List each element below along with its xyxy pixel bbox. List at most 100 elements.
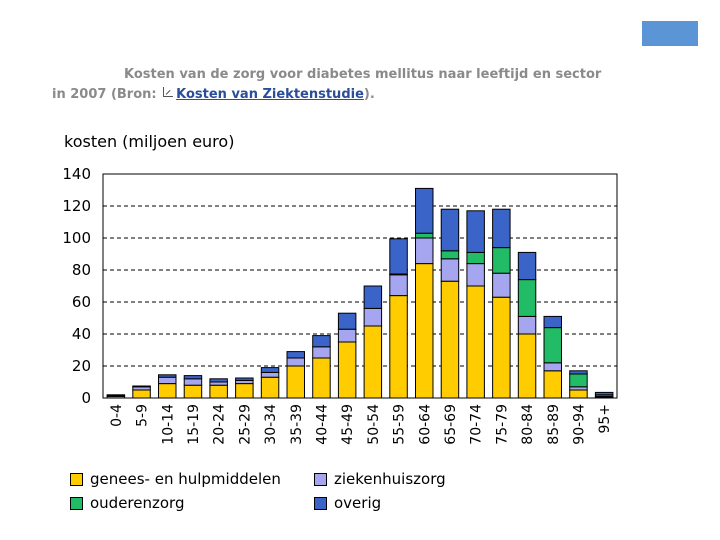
bar-90-94-overig xyxy=(569,370,588,375)
bar-80-84-ziekenhuis xyxy=(517,315,537,335)
x-tick-label-0-4: 0-4 xyxy=(109,404,125,427)
caption-line-2-prefix: in 2007 (Bron: xyxy=(52,87,157,102)
legend-label-ouderen: ouderenzorg xyxy=(90,494,185,512)
bar-15-19-overig xyxy=(183,375,203,380)
bar-30-34-genees xyxy=(260,376,280,399)
x-tick-label-15-19: 15-19 xyxy=(186,404,202,445)
bar-45-49-overig xyxy=(337,312,357,330)
bar-80-84-overig xyxy=(517,251,537,281)
bar-20-24-overig xyxy=(209,378,228,383)
bar-50-54-genees xyxy=(363,325,383,399)
bar-70-74-overig xyxy=(466,210,485,253)
x-tick-label-95+: 95+ xyxy=(597,404,613,434)
x-tick-label-40-44: 40-44 xyxy=(314,404,330,445)
source-link[interactable]: Kosten van Ziektenstudie xyxy=(176,87,364,102)
caption-line-1: Kosten van de zorg voor diabetes mellitu… xyxy=(124,67,602,82)
bar-75-79-genees xyxy=(492,296,511,399)
bar-60-64-genees xyxy=(415,263,434,399)
bar-30-34-overig xyxy=(260,367,280,373)
bar-50-54-overig xyxy=(363,285,383,309)
legend-label-ziekenhuis: ziekenhuiszorg xyxy=(334,470,446,488)
bar-80-84-ouderen xyxy=(517,279,537,317)
bar-45-49-genees xyxy=(337,341,357,399)
legend-swatch-overig xyxy=(314,496,327,510)
bar-85-89-ouderen xyxy=(543,327,562,364)
x-tick-label-90-94: 90-94 xyxy=(571,404,587,445)
legend-swatch-ziekenhuis xyxy=(314,472,327,486)
bar-15-19-genees xyxy=(183,384,203,399)
y-tick-label-140: 140 xyxy=(62,165,91,183)
x-tick-label-80-84: 80-84 xyxy=(520,404,536,445)
bar-55-59-ziekenhuis xyxy=(389,274,408,297)
bar-65-69-overig xyxy=(440,208,460,252)
bar-35-39-overig xyxy=(286,351,305,359)
bar-85-89-genees xyxy=(543,370,562,399)
x-tick-label-35-39: 35-39 xyxy=(289,404,305,445)
legend-item-overig: overig xyxy=(314,494,381,512)
x-tick-label-30-34: 30-34 xyxy=(263,404,279,445)
bar-70-74-ouderen xyxy=(466,251,485,265)
x-tick-label-20-24: 20-24 xyxy=(212,404,228,445)
y-axis-label: kosten (miljoen euro) xyxy=(64,132,235,151)
bar-40-44-overig xyxy=(312,335,331,348)
legend-label-genees: genees- en hulpmiddelen xyxy=(90,470,281,488)
y-tick-label-80: 80 xyxy=(72,261,91,279)
x-tick-label-25-29: 25-29 xyxy=(237,404,253,445)
legend-swatch-ouderen xyxy=(70,496,83,510)
bar-40-44-ziekenhuis xyxy=(312,346,331,359)
bar-55-59-genees xyxy=(389,295,408,399)
x-tick-label-75-79: 75-79 xyxy=(494,404,510,445)
x-tick-label-55-59: 55-59 xyxy=(392,404,408,445)
bar-50-54-ziekenhuis xyxy=(363,307,383,327)
bar-90-94-genees xyxy=(569,389,588,399)
bar-10-14-ziekenhuis xyxy=(158,376,177,385)
bar-75-79-overig xyxy=(492,208,511,249)
bar-0-4-overig xyxy=(106,394,126,397)
x-tick-label-60-64: 60-64 xyxy=(417,404,433,445)
bar-5-9-overig xyxy=(132,385,151,388)
bar-55-59-overig xyxy=(389,238,408,275)
x-tick-label-50-54: 50-54 xyxy=(366,404,382,445)
y-tick-label-20: 20 xyxy=(72,357,91,375)
y-tick-label-120: 120 xyxy=(62,197,91,215)
x-tick-label-45-49: 45-49 xyxy=(340,404,356,445)
bar-5-9-genees xyxy=(132,389,151,399)
bar-25-29-genees xyxy=(235,383,254,399)
bar-75-79-ziekenhuis xyxy=(492,272,511,298)
legend-label-overig: overig xyxy=(334,494,382,512)
bar-35-39-ziekenhuis xyxy=(286,357,305,367)
bar-15-19-ziekenhuis xyxy=(183,378,203,386)
bar-90-94-ouderen xyxy=(569,373,588,388)
bar-85-89-overig xyxy=(543,315,562,329)
x-tick-label-85-89: 85-89 xyxy=(546,404,562,445)
bar-40-44-genees xyxy=(312,357,331,399)
bar-10-14-overig xyxy=(158,374,177,378)
bar-95+-overig xyxy=(594,391,614,396)
bar-20-24-genees xyxy=(209,384,228,399)
legend-item-ziekenhuis: ziekenhuiszorg xyxy=(314,470,446,488)
bar-70-74-genees xyxy=(466,285,485,399)
bar-65-69-genees xyxy=(440,280,460,399)
legend-item-genees: genees- en hulpmiddelen xyxy=(70,470,281,488)
bar-65-69-ouderen xyxy=(440,250,460,260)
bar-85-89-ziekenhuis xyxy=(543,362,562,372)
legend-item-ouderen: ouderenzorg xyxy=(70,494,184,512)
bar-70-74-ziekenhuis xyxy=(466,263,485,287)
bar-65-69-ziekenhuis xyxy=(440,258,460,282)
y-tick-label-100: 100 xyxy=(62,229,91,247)
caption-line-2-suffix: ). xyxy=(363,87,375,102)
bar-75-79-ouderen xyxy=(492,247,511,274)
bar-80-84-genees xyxy=(517,333,537,399)
bar-35-39-genees xyxy=(286,365,305,399)
y-tick-label-40: 40 xyxy=(72,325,91,343)
bar-10-14-genees xyxy=(158,383,177,399)
y-tick-label-60: 60 xyxy=(72,293,91,311)
x-tick-label-5-9: 5-9 xyxy=(135,404,151,427)
bar-60-64-overig xyxy=(415,187,434,234)
bar-45-49-ziekenhuis xyxy=(337,328,357,343)
external-link-icon xyxy=(163,87,174,97)
corner-accent-box xyxy=(642,21,698,46)
y-tick-label-0: 0 xyxy=(81,389,91,407)
bar-30-34-ziekenhuis xyxy=(260,371,280,378)
